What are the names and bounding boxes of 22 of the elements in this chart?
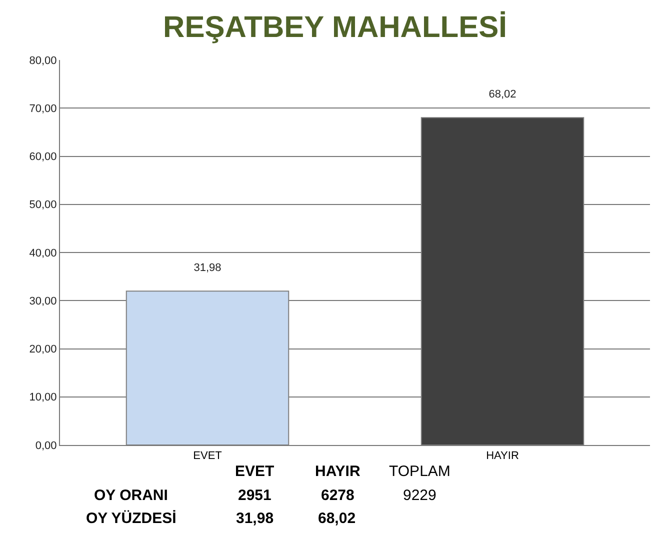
y-tick-label: 10,00: [29, 392, 57, 404]
y-tick-label: 70,00: [29, 102, 57, 115]
y-tick-label: 60,00: [29, 151, 57, 164]
text: EVET: [235, 463, 274, 480]
text: 31,98: [236, 510, 274, 527]
text: 6278: [321, 487, 354, 504]
y-tick-label: 40,00: [29, 247, 57, 260]
y-tick-label: 0,00: [35, 440, 57, 452]
text: 68,02: [318, 510, 356, 527]
y-tick-label: 20,00: [29, 344, 57, 356]
y-tick-label: 80,00: [29, 54, 57, 67]
y-tick-label: 30,00: [29, 295, 57, 308]
chart-title: REŞATBEY MAHALLESİ: [163, 11, 507, 44]
text: 2951: [238, 487, 272, 504]
text: OY YÜZDESİ: [86, 510, 176, 527]
y-tick-label: 50,00: [29, 199, 57, 212]
text: HAYIR: [315, 463, 360, 480]
text: 9229: [403, 487, 436, 504]
data-label: 31,98: [194, 262, 222, 274]
text: TOPLAM: [389, 463, 450, 480]
data-label: 68,02: [488, 88, 516, 100]
text: OY ORANI: [94, 487, 168, 504]
